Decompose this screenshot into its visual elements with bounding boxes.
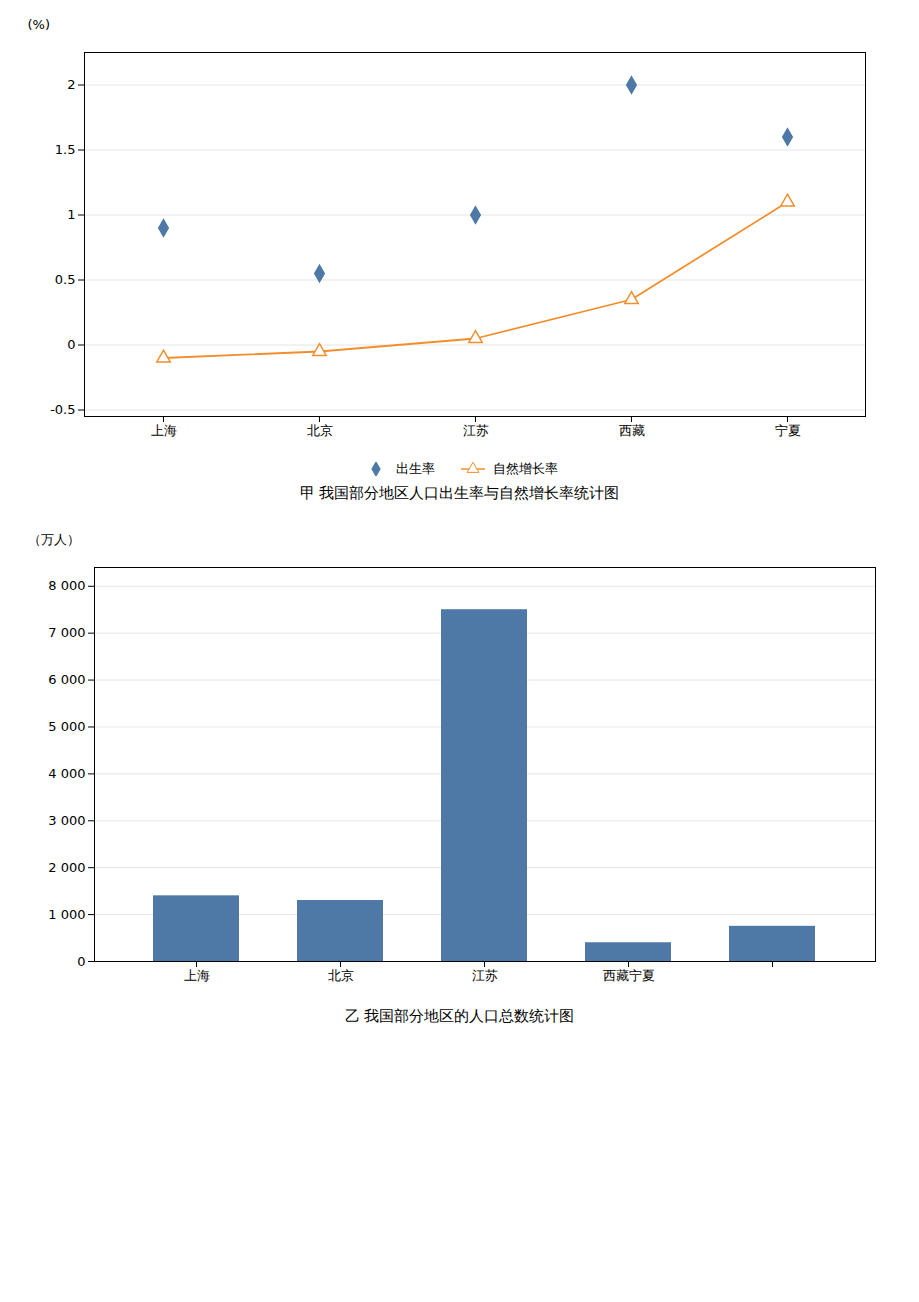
svg-text:北京: 北京	[307, 423, 333, 438]
svg-text:(%): (%)	[28, 17, 51, 32]
svg-text:2 000: 2 000	[48, 860, 85, 875]
svg-text:0: 0	[67, 337, 75, 352]
html-text:乙 我国部分地区的人口总数统计图: 乙 我国部分地区的人口总数统计图	[344, 1007, 575, 1025]
svg-text:0: 0	[77, 954, 85, 969]
svg-text:西藏: 西藏	[619, 423, 645, 438]
svg-text:江苏: 江苏	[472, 968, 498, 983]
svg-text:上海: 上海	[151, 423, 177, 438]
svg-text:3 000: 3 000	[48, 813, 85, 828]
svg-text:2: 2	[67, 77, 75, 92]
svg-text:0.5: 0.5	[55, 272, 76, 287]
svg-text:1.5: 1.5	[55, 142, 76, 157]
html-text:出生率: 出生率	[395, 461, 435, 476]
svg-text:上海: 上海	[184, 968, 210, 983]
svg-text:6 000: 6 000	[48, 672, 85, 687]
svg-text:北京: 北京	[328, 968, 354, 983]
svg-text:西藏宁夏: 西藏宁夏	[603, 968, 655, 983]
svg-text:宁夏: 宁夏	[775, 423, 801, 438]
svg-text:5 000: 5 000	[48, 719, 85, 734]
svg-text:7 000: 7 000	[48, 625, 85, 640]
svg-text:1 000: 1 000	[48, 907, 85, 922]
svg-text:4 000: 4 000	[48, 766, 85, 781]
svg-text:8 000: 8 000	[48, 578, 85, 593]
html-text:自然增长率: 自然增长率	[492, 461, 558, 476]
svg-text:（万人）: （万人）	[28, 532, 80, 547]
html-text:甲 我国部分地区人口出生率与自然增长率统计图: 甲 我国部分地区人口出生率与自然增长率统计图	[299, 484, 620, 502]
svg-text:江苏: 江苏	[463, 423, 489, 438]
svg-text:-0.5: -0.5	[50, 402, 75, 417]
svg-text:1: 1	[67, 207, 75, 222]
